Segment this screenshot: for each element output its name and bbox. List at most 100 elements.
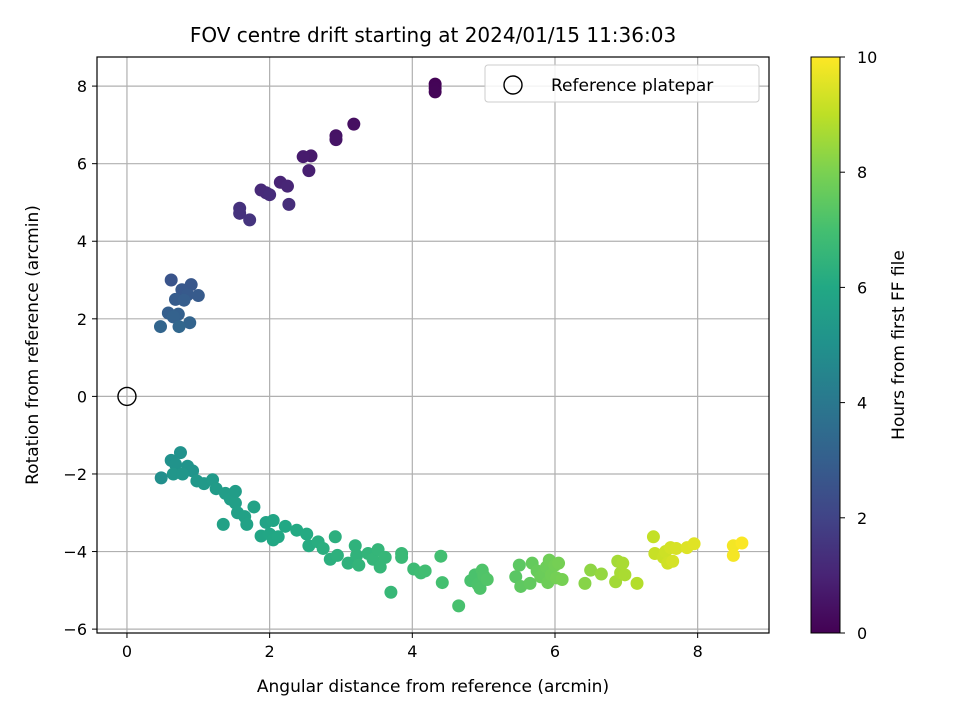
colorbar-tick-label: 6 <box>857 278 867 297</box>
data-point <box>330 548 344 562</box>
data-point <box>243 213 257 227</box>
data-point <box>166 467 180 481</box>
y-tick-label: −6 <box>63 620 87 639</box>
data-point <box>328 530 342 544</box>
data-point <box>452 599 466 613</box>
data-point <box>555 572 569 586</box>
colorbar: 0 2 4 6 8 10 Hours from first FF file <box>810 48 909 643</box>
data-point <box>341 556 355 570</box>
data-point <box>173 446 187 460</box>
data-point <box>240 517 254 531</box>
colorbar-tick-label: 4 <box>857 394 867 413</box>
data-point <box>352 558 366 572</box>
colorbar-gradient <box>810 56 841 634</box>
x-tick-label: 8 <box>693 642 703 661</box>
data-point <box>166 310 180 324</box>
data-point <box>435 576 449 590</box>
colorbar-tick-label: 10 <box>857 48 877 67</box>
data-point <box>290 523 304 537</box>
data-point <box>418 564 432 578</box>
data-point <box>726 548 740 562</box>
legend-box <box>484 64 760 103</box>
data-point <box>153 320 167 334</box>
data-point <box>578 576 592 590</box>
colorbar-ticks: 0 2 4 6 8 10 <box>840 48 877 643</box>
data-point <box>168 457 182 471</box>
chart-title: FOV centre drift starting at 2024/01/15 … <box>190 23 676 47</box>
data-point <box>154 471 168 485</box>
data-point <box>216 517 230 531</box>
x-tick-label: 0 <box>122 642 132 661</box>
data-point <box>687 537 701 551</box>
x-axis-label: Angular distance from reference (arcmin) <box>257 677 609 697</box>
data-point <box>618 568 632 582</box>
data-point <box>523 576 537 590</box>
x-tick-label: 2 <box>265 642 275 661</box>
y-tick-label: 6 <box>77 155 87 174</box>
data-point <box>300 527 314 541</box>
data-point <box>176 467 190 481</box>
y-tick-label: 8 <box>77 77 87 96</box>
y-tick-label: 2 <box>77 310 87 329</box>
data-point <box>473 581 487 595</box>
data-point <box>630 576 644 590</box>
data-point <box>378 550 392 564</box>
data-point <box>183 316 197 330</box>
data-point <box>552 556 566 570</box>
plot-frame <box>96 56 770 634</box>
data-point <box>280 179 294 193</box>
data-point <box>384 585 398 599</box>
data-point <box>373 560 387 574</box>
colorbar-tick-label: 2 <box>857 509 867 528</box>
x-tick-label: 4 <box>407 642 417 661</box>
data-point <box>177 293 191 307</box>
data-point <box>347 117 361 131</box>
y-tick-label: −2 <box>63 465 87 484</box>
data-point <box>428 85 442 99</box>
colorbar-label: Hours from first FF file <box>889 250 909 440</box>
data-point <box>186 464 200 478</box>
data-point <box>266 514 280 528</box>
data-point <box>735 536 749 550</box>
data-point <box>594 567 608 581</box>
y-tick-label: −4 <box>63 543 87 562</box>
data-point <box>348 539 362 553</box>
data-point <box>512 558 526 572</box>
data-point <box>191 289 205 303</box>
data-point <box>164 273 178 287</box>
colorbar-tick-label: 8 <box>857 163 867 182</box>
x-tick-label: 6 <box>550 642 560 661</box>
data-point <box>434 549 448 563</box>
x-axis-ticks: 0 2 4 6 8 <box>122 633 703 661</box>
data-point <box>302 164 316 178</box>
reference-point <box>117 386 137 407</box>
data-point <box>646 530 660 544</box>
y-tick-label: 4 <box>77 232 87 251</box>
reference-platepar-marker <box>117 386 137 407</box>
data-points <box>153 77 749 613</box>
data-point <box>282 197 296 211</box>
data-point <box>233 206 247 220</box>
data-point <box>666 554 680 568</box>
y-axis-ticks: −6 −4 −2 0 2 4 6 8 <box>63 77 97 639</box>
data-point <box>316 541 330 555</box>
y-axis-label: Rotation from reference (arcmin) <box>23 205 43 485</box>
data-point <box>350 548 364 562</box>
legend-marker <box>503 75 523 95</box>
y-tick-label: 0 <box>77 387 87 406</box>
data-point <box>172 320 186 334</box>
data-point <box>263 188 277 202</box>
data-point <box>509 570 523 584</box>
legend-label: Reference platepar <box>551 76 713 96</box>
data-point <box>329 133 343 147</box>
data-point <box>228 496 242 510</box>
data-point <box>669 541 683 555</box>
data-point <box>480 572 494 586</box>
colorbar-tick-label: 0 <box>857 624 867 643</box>
data-point <box>228 484 242 498</box>
data-point <box>395 550 409 564</box>
data-point <box>247 500 261 514</box>
data-point <box>271 530 285 544</box>
data-point <box>584 563 598 577</box>
